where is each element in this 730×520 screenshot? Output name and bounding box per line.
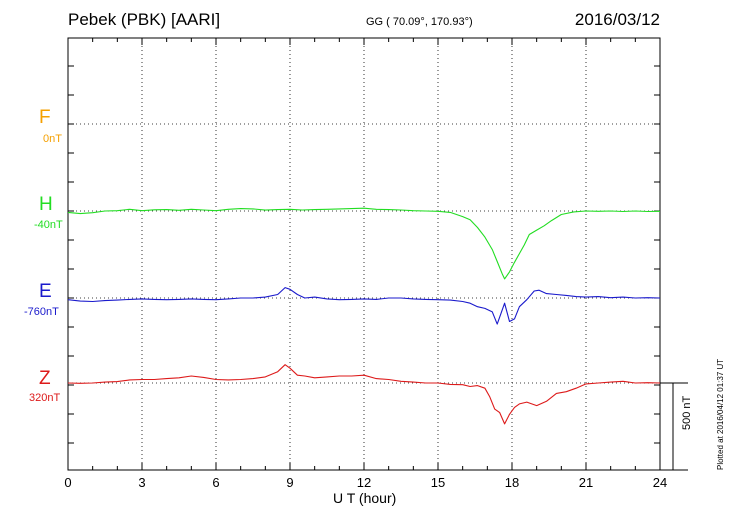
x-tick-label: 21 (579, 475, 593, 490)
plotted-timestamp: Plotted at 2016/04/12 01:37 UT (716, 358, 725, 470)
geographic-coordinates: GG ( 70.09°, 170.93°) (366, 16, 473, 28)
x-tick-label: 6 (212, 475, 219, 490)
series-line-h (67, 207, 661, 280)
x-axis-label: U T (hour) (333, 490, 397, 506)
series-line-z (67, 364, 661, 425)
series-line-e (67, 287, 661, 325)
station-title: Pebek (PBK) [AARI] (68, 10, 221, 29)
x-tick-label: 18 (505, 475, 519, 490)
x-tick-label: 15 (431, 475, 445, 490)
component-h-baseline: -40nT (34, 219, 63, 231)
x-tick-label: 24 (653, 475, 667, 490)
component-f-letter: F (39, 107, 51, 128)
component-z-baseline: 320nT (29, 392, 61, 404)
x-tick-label: 12 (357, 475, 371, 490)
component-f-baseline: 0nT (43, 133, 62, 145)
x-tick-label: 9 (286, 475, 293, 490)
component-e-baseline: -760nT (24, 306, 59, 318)
x-tick-label: 3 (138, 475, 145, 490)
component-e-letter: E (39, 281, 52, 302)
date-label: 2016/03/12 (574, 10, 660, 29)
component-h-letter: H (39, 194, 53, 215)
component-z-letter: Z (39, 368, 51, 389)
x-tick-label: 0 (64, 475, 71, 490)
scale-bar-label: 500 nT (681, 395, 693, 430)
